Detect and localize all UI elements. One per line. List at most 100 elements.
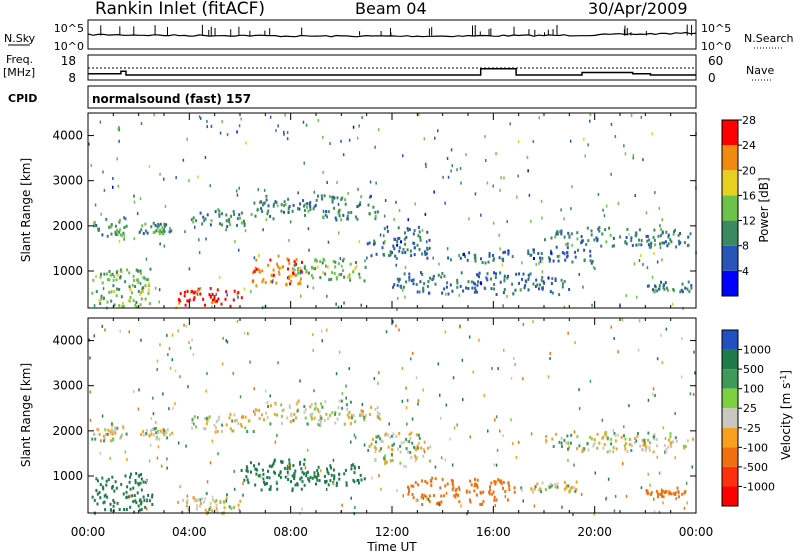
power-cell <box>412 282 415 286</box>
velocity-cell <box>142 430 145 433</box>
power-cell <box>645 234 648 238</box>
power-cell <box>503 279 506 283</box>
power-cell <box>344 198 347 202</box>
velocity-cell <box>398 432 401 435</box>
power-cell <box>447 256 450 260</box>
velocity-cell <box>491 492 494 496</box>
velocity-cell <box>243 331 246 335</box>
velocity-cell <box>146 479 148 483</box>
velocity-cell <box>315 482 317 486</box>
power-cell <box>652 235 655 239</box>
velocity-cell <box>314 475 317 479</box>
power-cell <box>597 227 600 231</box>
power-cell <box>196 292 199 296</box>
power-cell <box>316 265 319 269</box>
power-cell <box>102 287 105 291</box>
velocity-cell <box>88 338 90 342</box>
power-cell <box>93 221 96 224</box>
power-cell <box>282 265 285 269</box>
velocity-cell <box>273 412 276 416</box>
velocity-cell <box>122 426 125 430</box>
power-cell <box>672 232 675 236</box>
velocity-cell <box>390 453 393 456</box>
velocity-cell <box>275 402 278 406</box>
velocity-cell <box>151 428 154 432</box>
power-cell <box>665 230 668 234</box>
power-cell <box>146 278 149 282</box>
power-cell <box>193 296 196 300</box>
velocity-cell <box>174 402 176 406</box>
power-cell <box>396 283 399 287</box>
nsearch-tick-low: 10^0 <box>701 40 731 53</box>
velocity-cell <box>262 477 265 481</box>
velocity-cell <box>338 350 341 354</box>
power-cell <box>239 216 241 220</box>
velocity-cell <box>502 434 504 438</box>
power-cell <box>334 260 337 264</box>
power-cell <box>625 242 628 246</box>
velocity-cell <box>407 487 410 491</box>
velocity-cell <box>195 507 198 511</box>
velocity-cell <box>674 456 676 460</box>
velocity-cell <box>326 467 328 471</box>
power-cell <box>103 272 106 276</box>
power-cell <box>589 259 592 263</box>
velocity-cell <box>209 505 212 509</box>
power-cell <box>568 288 571 291</box>
velocity-cell <box>280 403 283 407</box>
power-cell <box>153 113 155 117</box>
velocity-cell <box>317 465 320 469</box>
power-cell <box>663 283 666 287</box>
velocity-cell <box>452 486 455 490</box>
power-cell <box>591 303 593 307</box>
velocity-cell <box>567 331 569 335</box>
velocity-cell <box>623 425 625 429</box>
power-cell <box>293 263 296 267</box>
power-cell <box>398 246 401 250</box>
time-tick-label: 16:00 <box>476 525 511 539</box>
velocity-cell <box>674 493 677 496</box>
power-cell <box>205 237 207 241</box>
velocity-cell <box>492 490 495 494</box>
power-cell <box>301 260 303 264</box>
power-cell <box>459 284 462 288</box>
power-cell <box>307 209 310 213</box>
power-cell <box>568 234 571 238</box>
power-cell <box>192 291 195 295</box>
freq-tick-low: 8 <box>68 71 76 85</box>
power-cell <box>595 236 598 240</box>
power-cell <box>209 294 212 298</box>
power-cell <box>286 257 289 261</box>
velocity-cell <box>282 408 285 412</box>
power-cell <box>277 270 280 274</box>
velocity-cell <box>233 469 235 473</box>
velocity-cell <box>426 481 429 485</box>
velocity-cell <box>537 488 540 492</box>
power-cell <box>125 224 128 228</box>
power-cell <box>121 305 124 309</box>
power-cell <box>192 298 195 302</box>
power-cell <box>422 288 425 292</box>
power-cell <box>148 164 151 168</box>
y-tick-label: 2000 <box>52 424 83 438</box>
power-cell <box>441 271 444 275</box>
velocity-cell <box>249 360 251 364</box>
velocity-cell <box>269 422 272 426</box>
velocity-cell <box>349 422 352 426</box>
velocity-cell <box>676 486 679 490</box>
velocity-cell <box>306 422 309 426</box>
velocity-cell <box>140 477 143 481</box>
velocity-cell <box>560 441 563 445</box>
velocity-cell <box>675 497 677 501</box>
velocity-cell <box>411 493 414 496</box>
velocity-cell <box>320 469 322 473</box>
power-cell <box>278 267 281 270</box>
power-cell <box>404 242 407 246</box>
velocity-colorbar-tick-label: -1000 <box>743 480 775 493</box>
power-cell <box>123 237 125 241</box>
velocity-cell <box>377 434 380 438</box>
velocity-cell <box>319 420 322 424</box>
power-cell <box>150 225 153 229</box>
velocity-cell <box>662 495 665 499</box>
